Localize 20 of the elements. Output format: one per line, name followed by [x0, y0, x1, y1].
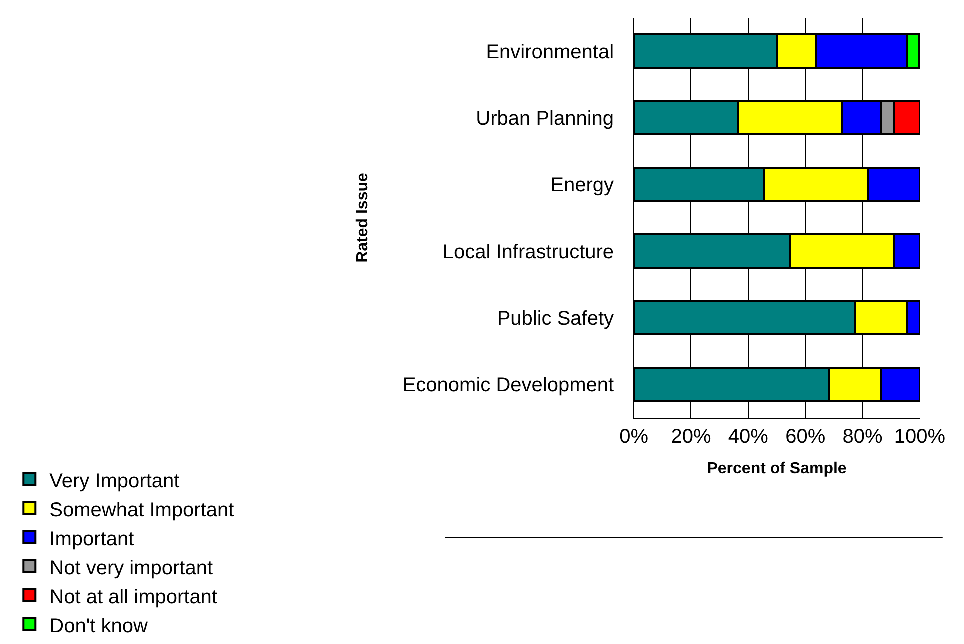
x-axis-title: Percent of Sample — [707, 460, 847, 478]
y-tick-label: Public Safety — [497, 308, 614, 330]
y-tick-label: Environmental — [486, 41, 614, 64]
y-tick-label: Economic Development — [402, 374, 614, 397]
x-tick-label: 100% — [894, 426, 946, 448]
legend-label: Important — [50, 528, 135, 550]
legend-label: Not at all important — [50, 586, 218, 608]
legend-label: Somewhat Important — [50, 499, 235, 522]
y-tick-label: Urban Planning — [476, 108, 614, 130]
y-tick-label: Local Infrastructure — [442, 241, 614, 264]
x-tick-label: 80% — [842, 426, 884, 448]
legend-label: Very Important — [50, 470, 180, 492]
y-tick-label: Energy — [550, 174, 614, 197]
legend-label: Not very important — [50, 557, 214, 580]
legend-label: Don't know — [50, 615, 149, 638]
x-tick-label: 60% — [786, 426, 826, 448]
x-tick-label: 40% — [728, 426, 769, 448]
x-tick-label: 20% — [671, 426, 712, 448]
y-axis-title: Rated Issue — [354, 172, 372, 263]
x-tick-label: 0% — [620, 426, 649, 448]
